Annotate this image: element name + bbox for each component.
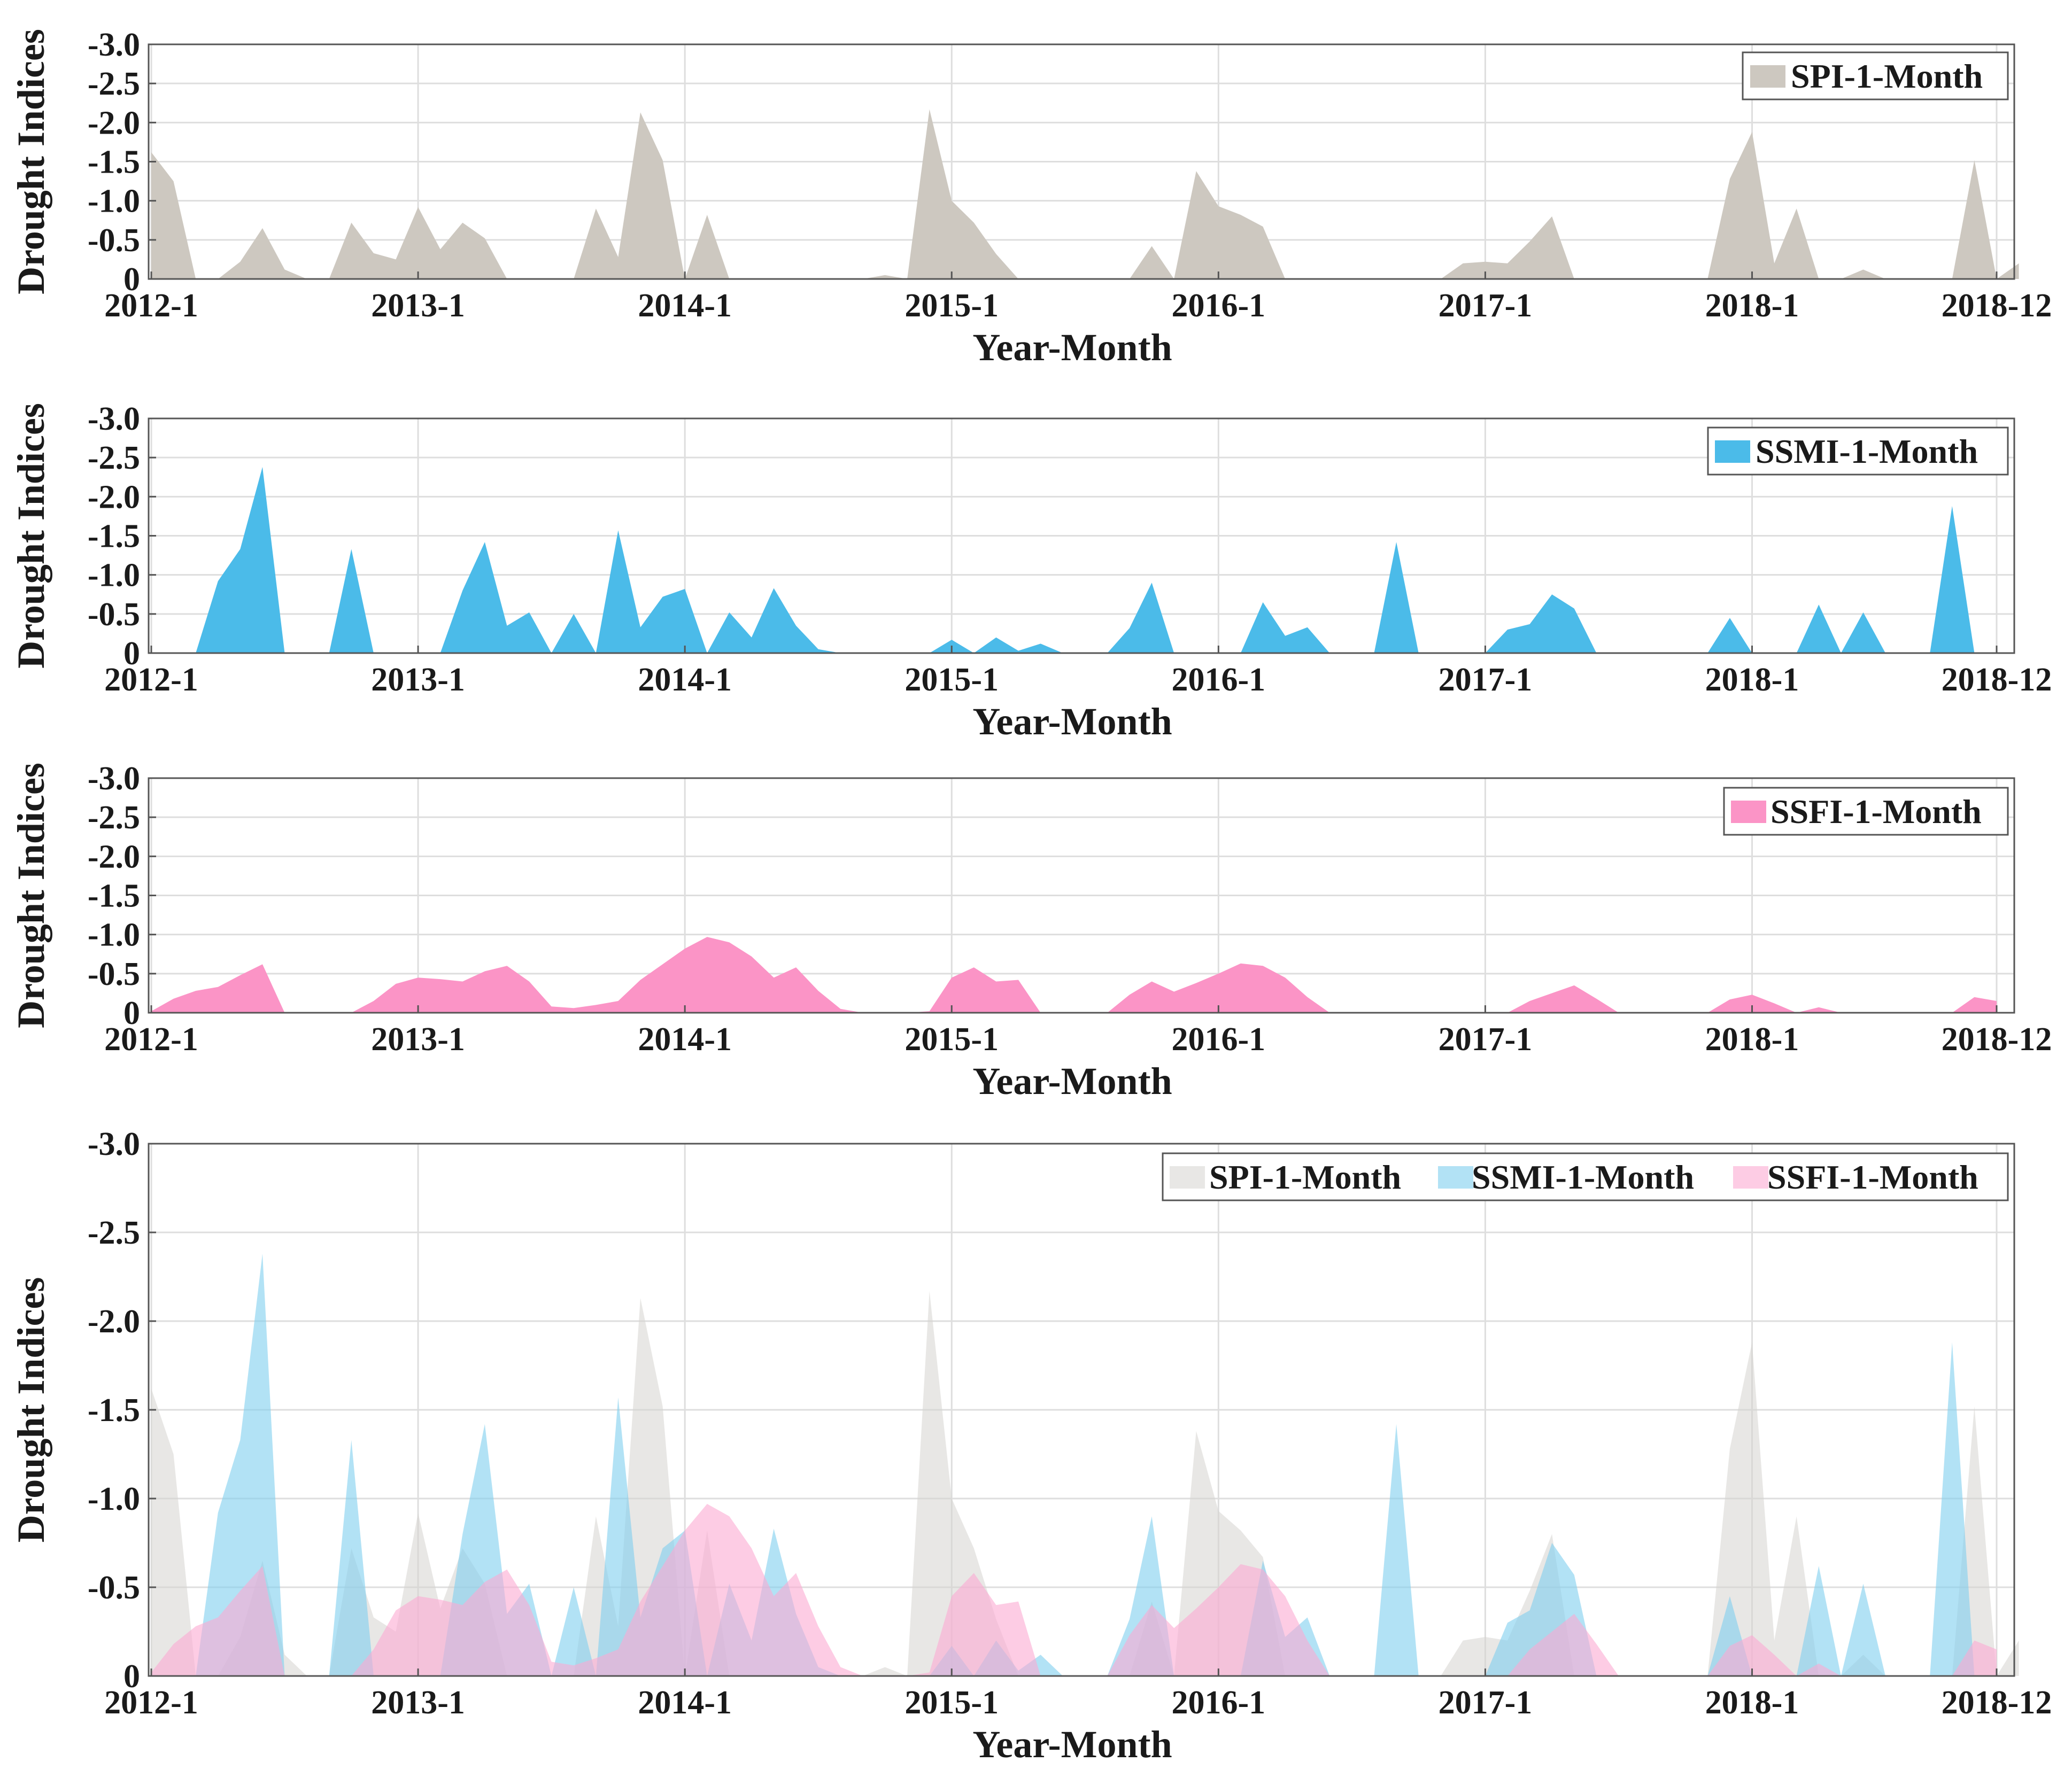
x-tick-label: 2018-12 <box>1942 1685 2052 1721</box>
y-tick-label: -1.0 <box>88 1481 140 1517</box>
x-tick-label: 2015-1 <box>904 1685 999 1721</box>
legend: SSMI-1-Month <box>1707 426 2009 476</box>
x-tick-label: 2012-1 <box>104 1685 198 1721</box>
legend-swatch <box>1750 65 1785 88</box>
legend: SPI-1-Month <box>1742 51 2009 100</box>
x-axis-title: Year-Month <box>972 1060 1172 1103</box>
x-tick-label: 2013-1 <box>371 1685 465 1721</box>
x-tick-label: 2013-1 <box>371 662 465 698</box>
x-tick-label: 2014-1 <box>638 288 732 324</box>
y-tick-label: -3.0 <box>88 27 140 63</box>
legend-swatch <box>1438 1166 1473 1189</box>
y-tick-label: -1.5 <box>88 518 140 555</box>
y-tick-label: -1.0 <box>88 183 140 220</box>
x-tick-label: 2012-1 <box>104 662 198 698</box>
y-tick-label: -2.5 <box>88 440 140 476</box>
legend-box <box>1707 426 2009 476</box>
x-tick-label: 2014-1 <box>638 1021 732 1058</box>
y-tick-label: -1.5 <box>88 878 140 914</box>
x-tick-label: 2018-1 <box>1705 1685 1799 1721</box>
legend-label: SPI-1-Month <box>1791 57 1983 95</box>
legend-swatch <box>1733 1166 1768 1189</box>
area-series-ssmi-1-month <box>151 467 1997 653</box>
x-tick-label: 2017-1 <box>1439 1021 1533 1058</box>
y-tick-label: -1.5 <box>88 144 140 181</box>
x-tick-label: 2018-12 <box>1942 288 2052 324</box>
x-tick-label: 2016-1 <box>1172 662 1266 698</box>
legend-label: SSFI-1-Month <box>1767 1158 1978 1196</box>
y-axis-title: Drought Indices <box>10 29 52 294</box>
x-tick-label: 2016-1 <box>1172 288 1266 324</box>
y-axis-title: Drought Indices <box>10 763 52 1028</box>
y-tick-label: -0.5 <box>88 596 140 633</box>
x-axis-title: Year-Month <box>972 326 1172 369</box>
y-tick-label: -2.5 <box>88 1215 140 1251</box>
x-axis-title: Year-Month <box>972 1723 1172 1766</box>
x-tick-label: 2018-12 <box>1942 1021 2052 1058</box>
area-series-spi-1-month <box>151 109 2019 279</box>
legend: SSFI-1-Month <box>1723 787 2009 836</box>
y-tick-label: 0 <box>123 1658 140 1695</box>
legend-label: SSMI-1-Month <box>1472 1158 1694 1196</box>
legend-swatch <box>1731 801 1766 823</box>
y-axis-title: Drought Indices <box>10 1277 52 1543</box>
x-tick-label: 2018-1 <box>1705 1021 1799 1058</box>
y-tick-label: -1.5 <box>88 1392 140 1429</box>
x-axis-title: Year-Month <box>972 700 1172 743</box>
legend-box <box>1723 787 2009 836</box>
legend-box <box>1742 51 2009 100</box>
x-tick-label: 2015-1 <box>904 1021 999 1058</box>
x-tick-label: 2015-1 <box>904 288 999 324</box>
x-tick-label: 2015-1 <box>904 662 999 698</box>
legend-swatch <box>1170 1166 1205 1189</box>
legend-label: SSMI-1-Month <box>1756 432 1978 470</box>
area-series-ssmi-1-month <box>151 1253 1997 1676</box>
x-tick-label: 2017-1 <box>1439 1685 1533 1721</box>
x-tick-label: 2017-1 <box>1439 288 1533 324</box>
x-tick-label: 2017-1 <box>1439 662 1533 698</box>
y-tick-label: 0 <box>123 261 140 298</box>
x-tick-label: 2012-1 <box>104 288 198 324</box>
x-tick-label: 2018-1 <box>1705 288 1799 324</box>
y-tick-label: -1.0 <box>88 557 140 594</box>
y-tick-label: -1.0 <box>88 917 140 953</box>
y-tick-label: -2.0 <box>88 479 140 515</box>
x-tick-label: 2016-1 <box>1172 1685 1266 1721</box>
legend: SPI-1-Month SSMI-1-Month SSFI-1-Month <box>1162 1152 2009 1201</box>
y-tick-label: 0 <box>123 995 140 1031</box>
x-tick-label: 2018-12 <box>1942 662 2052 698</box>
y-tick-label: -2.0 <box>88 839 140 875</box>
y-tick-label: -3.0 <box>88 401 140 437</box>
x-tick-label: 2016-1 <box>1172 1021 1266 1058</box>
x-tick-label: 2018-1 <box>1705 662 1799 698</box>
x-tick-label: 2013-1 <box>371 288 465 324</box>
y-axis-title: Drought Indices <box>10 403 52 669</box>
x-tick-label: 2014-1 <box>638 662 732 698</box>
y-tick-label: 0 <box>123 635 140 672</box>
y-tick-label: -0.5 <box>88 222 140 259</box>
y-tick-label: -3.0 <box>88 760 140 797</box>
y-tick-label: -2.0 <box>88 105 140 141</box>
legend-label: SSFI-1-Month <box>1771 793 1982 831</box>
legend-swatch <box>1715 440 1750 463</box>
y-tick-label: -2.5 <box>88 66 140 102</box>
x-tick-label: 2012-1 <box>104 1021 198 1058</box>
y-tick-label: -0.5 <box>88 1570 140 1606</box>
y-tick-label: -2.0 <box>88 1303 140 1340</box>
legend-box <box>1162 1152 2009 1201</box>
x-tick-label: 2013-1 <box>371 1021 465 1058</box>
legend-label: SPI-1-Month <box>1209 1158 1401 1196</box>
y-tick-label: -0.5 <box>88 956 140 992</box>
x-tick-label: 2014-1 <box>638 1685 732 1721</box>
y-tick-label: -2.5 <box>88 800 140 836</box>
y-tick-label: -3.0 <box>88 1126 140 1162</box>
